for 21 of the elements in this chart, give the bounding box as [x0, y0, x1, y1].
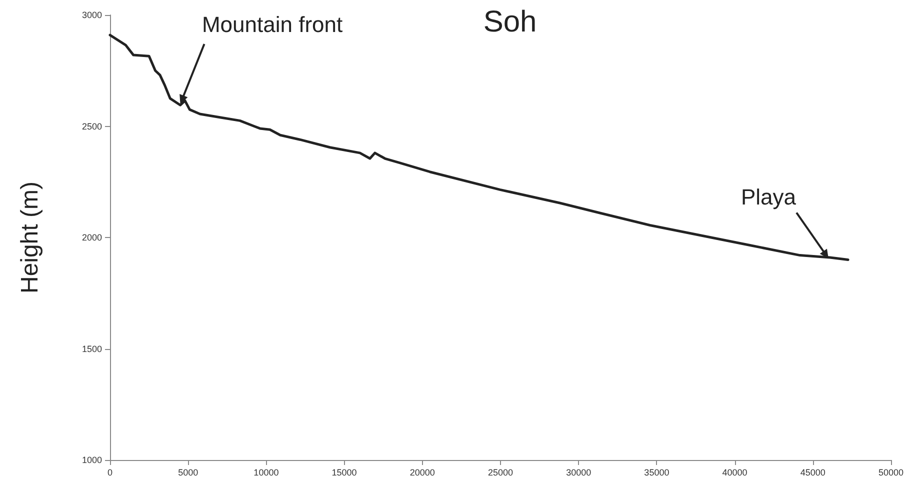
x-tick-label: 40000 [722, 468, 748, 478]
x-tick-label: 25000 [488, 468, 514, 478]
line-series [108, 34, 850, 261]
x-tick-label: 30000 [566, 468, 592, 478]
y-tick-label: 2000 [82, 232, 102, 242]
x-tick-label: 45000 [800, 468, 826, 478]
annotation: Playa [740, 184, 797, 210]
y-tick-label: 1000 [82, 455, 102, 465]
annotation: Mountain front [202, 12, 343, 37]
x-tick-label: 5000 [178, 468, 198, 478]
x-tick-label: 20000 [410, 468, 435, 478]
x-tick-label: 0 [107, 468, 113, 478]
y-tick-label: 2500 [82, 121, 102, 132]
x-tick-label: 50000 [878, 468, 904, 478]
chart-title: Soh [483, 6, 537, 38]
x-tick-label: 15000 [332, 468, 357, 478]
y-axis-title: Height (m) [16, 181, 44, 294]
x-tick-label: 10000 [254, 468, 279, 478]
y-tick-label: 3000 [82, 10, 102, 20]
y-tick-label: 1500 [82, 344, 102, 354]
x-tick-label: 35000 [644, 468, 670, 478]
